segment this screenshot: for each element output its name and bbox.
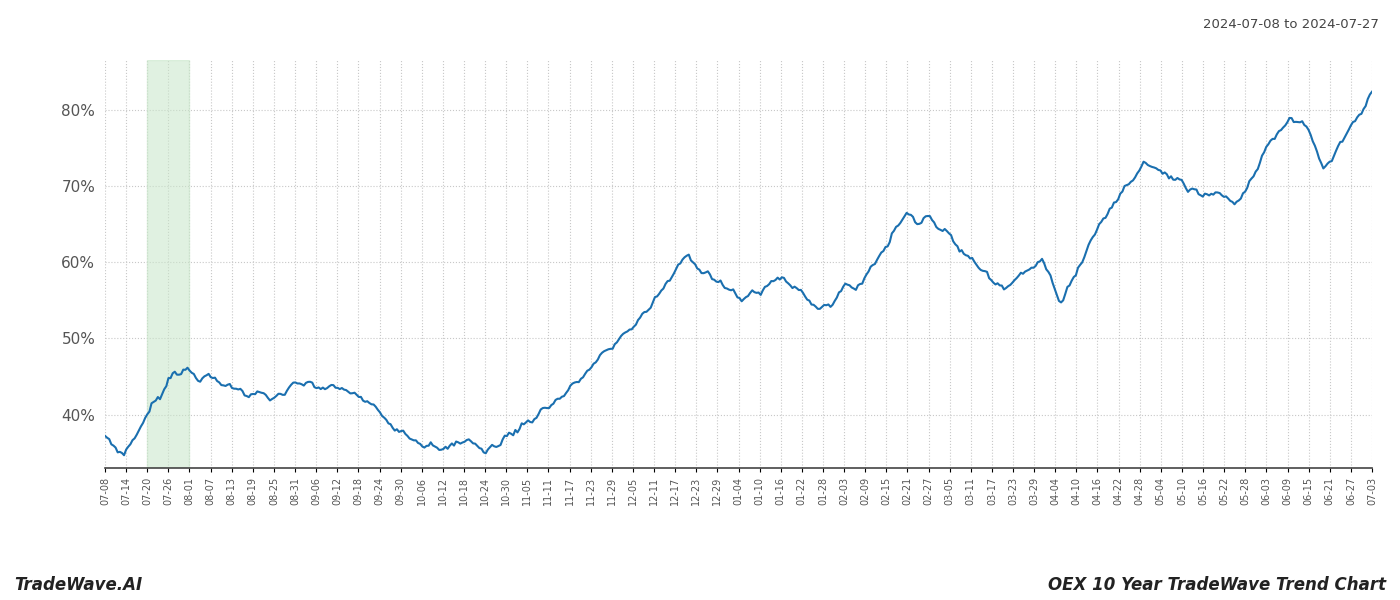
- Text: TradeWave.AI: TradeWave.AI: [14, 576, 143, 594]
- Bar: [147, 60, 189, 468]
- Text: OEX 10 Year TradeWave Trend Chart: OEX 10 Year TradeWave Trend Chart: [1047, 576, 1386, 594]
- Text: 2024-07-08 to 2024-07-27: 2024-07-08 to 2024-07-27: [1203, 18, 1379, 31]
